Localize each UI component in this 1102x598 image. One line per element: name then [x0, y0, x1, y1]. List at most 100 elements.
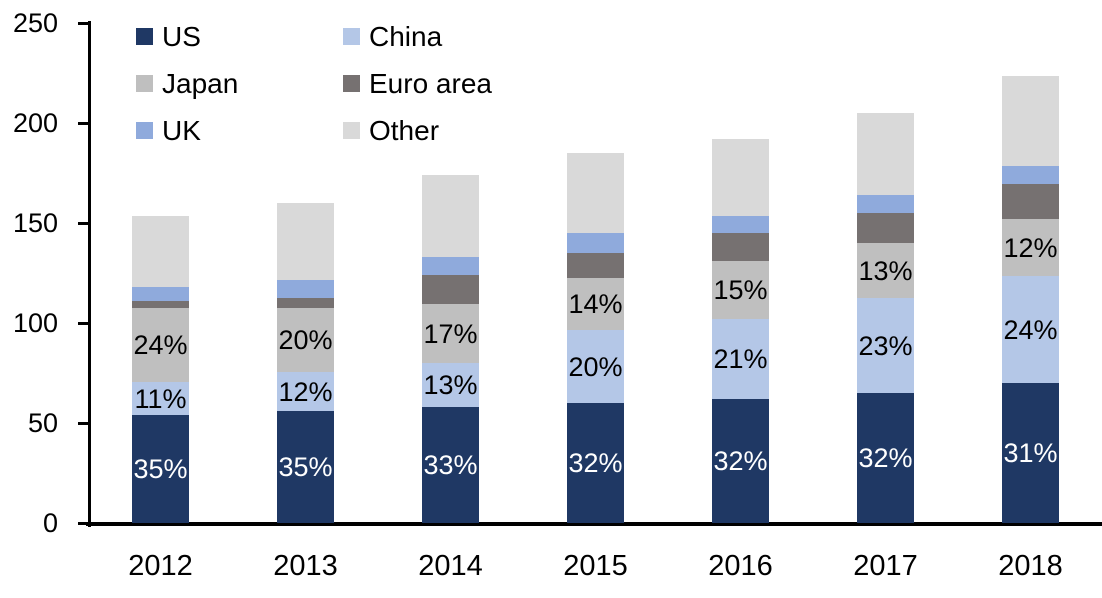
bar-segment-euro-area	[132, 301, 189, 308]
bar-segment-label-china: 11%	[134, 383, 187, 414]
bar-segment-other	[567, 153, 624, 233]
bar-segment-label-japan: 12%	[1003, 232, 1058, 263]
bar-segment-label-us: 35%	[133, 454, 188, 484]
legend-item-china: China	[343, 20, 492, 53]
legend-label-us: US	[162, 21, 201, 52]
y-tick-mark	[78, 122, 90, 125]
legend-swatch-other	[343, 122, 360, 139]
legend-label-other: Other	[369, 115, 440, 146]
legend: US China Japan Euro area UK Other	[136, 20, 492, 147]
bar-segment-uk	[1002, 166, 1059, 184]
x-tick-label-2016: 2016	[708, 550, 773, 582]
y-tick-mark	[78, 22, 90, 25]
bar-segment-euro-area	[1002, 184, 1059, 219]
y-tick-mark	[78, 322, 90, 325]
bar-segment-label-china: 12%	[278, 376, 333, 407]
x-tick-label-2015: 2015	[563, 550, 628, 582]
legend-swatch-china	[343, 28, 360, 45]
bar-segment-other	[712, 139, 769, 216]
bar-segment-us	[1002, 383, 1059, 523]
bar-segment-label-japan: 20%	[278, 325, 333, 355]
bar-segment-us	[132, 415, 189, 523]
x-tick-label-2018: 2018	[998, 550, 1063, 582]
x-axis-line	[86, 522, 1102, 526]
bar-segment-china	[277, 372, 334, 411]
bar-segment-other	[132, 216, 189, 287]
legend-item-japan: Japan	[136, 67, 343, 100]
legend-swatch-uk	[136, 122, 153, 139]
bar-segment-china	[567, 330, 624, 403]
bar-segment-label-japan: 24%	[133, 330, 188, 360]
bar-segment-other	[857, 113, 914, 195]
legend-label-japan: Japan	[162, 68, 239, 99]
y-tick-label: 50	[27, 408, 58, 438]
bar-segment-label-japan: 13%	[858, 255, 913, 286]
bar-segment-china	[857, 298, 914, 393]
bar-segment-china	[1002, 276, 1059, 383]
x-tick-label-2013: 2013	[273, 550, 338, 582]
bar-segment-euro-area	[422, 275, 479, 304]
bar-segment-label-us: 35%	[278, 452, 333, 482]
bar-segment-japan	[277, 308, 334, 372]
y-tick-label: 150	[12, 208, 58, 238]
bar-segment-japan	[132, 308, 189, 382]
bar-segment-label-us: 32%	[713, 446, 768, 476]
bar-segment-us	[712, 399, 769, 523]
legend-item-uk: UK	[136, 114, 343, 147]
legend-item-euro-area: Euro area	[343, 67, 492, 100]
x-tick-label-2017: 2017	[853, 550, 918, 582]
bar-segment-japan	[712, 261, 769, 319]
legend-swatch-japan	[136, 75, 153, 92]
bar-segment-uk	[857, 195, 914, 213]
bar-segment-label-us: 32%	[568, 448, 623, 478]
bar-segment-uk	[132, 287, 189, 301]
bar-segment-us	[857, 393, 914, 523]
bar-segment-uk	[712, 216, 769, 233]
y-tick-label: 100	[12, 308, 58, 338]
bar-segment-other	[422, 175, 479, 257]
bar-segment-uk	[277, 280, 334, 298]
x-tick-label-2014: 2014	[418, 550, 483, 582]
bar-segment-euro-area	[567, 253, 624, 278]
bar-segment-euro-area	[277, 298, 334, 308]
legend-item-us: US	[136, 20, 343, 53]
bar-segment-label-us: 32%	[858, 443, 913, 473]
bar-segment-china	[712, 319, 769, 399]
bar-segment-label-us: 31%	[1003, 438, 1058, 468]
y-tick-mark	[78, 222, 90, 225]
bar-segment-us	[422, 407, 479, 523]
y-tick-label: 250	[12, 8, 58, 38]
legend-label-uk: UK	[162, 115, 201, 146]
bar-segment-euro-area	[712, 233, 769, 261]
bar-segment-china	[132, 382, 189, 415]
y-tick-label: 0	[42, 508, 58, 538]
bar-segment-label-china: 23%	[858, 330, 913, 361]
bar-segment-label-china: 24%	[1003, 314, 1058, 345]
bar-segment-other	[277, 203, 334, 280]
legend-label-euro-area: Euro area	[369, 68, 492, 99]
bar-segment-other	[1002, 76, 1059, 166]
bar-segment-us	[567, 403, 624, 523]
y-tick-mark	[78, 422, 90, 425]
bar-segment-label-china: 20%	[568, 351, 623, 382]
bar-segment-label-japan: 17%	[423, 318, 478, 349]
bar-segment-uk	[422, 257, 479, 275]
x-tick-label-2012: 2012	[128, 550, 193, 582]
bar-segment-us	[277, 411, 334, 523]
y-tick-label: 200	[12, 108, 58, 138]
y-tick-mark	[78, 522, 90, 525]
bar-segment-uk	[567, 233, 624, 253]
bar-segment-label-china: 21%	[713, 344, 768, 374]
legend-item-other: Other	[343, 114, 492, 147]
bar-segment-china	[422, 363, 479, 407]
bar-segment-japan	[857, 243, 914, 298]
bar-segment-japan	[422, 304, 479, 363]
bar-segment-label-japan: 14%	[568, 289, 623, 319]
bar-segment-label-japan: 15%	[713, 275, 768, 305]
legend-label-china: China	[369, 21, 443, 52]
bar-segment-euro-area	[857, 213, 914, 243]
bar-segment-label-us: 33%	[423, 450, 478, 480]
legend-swatch-us	[136, 28, 153, 45]
bar-segment-japan	[1002, 219, 1059, 276]
